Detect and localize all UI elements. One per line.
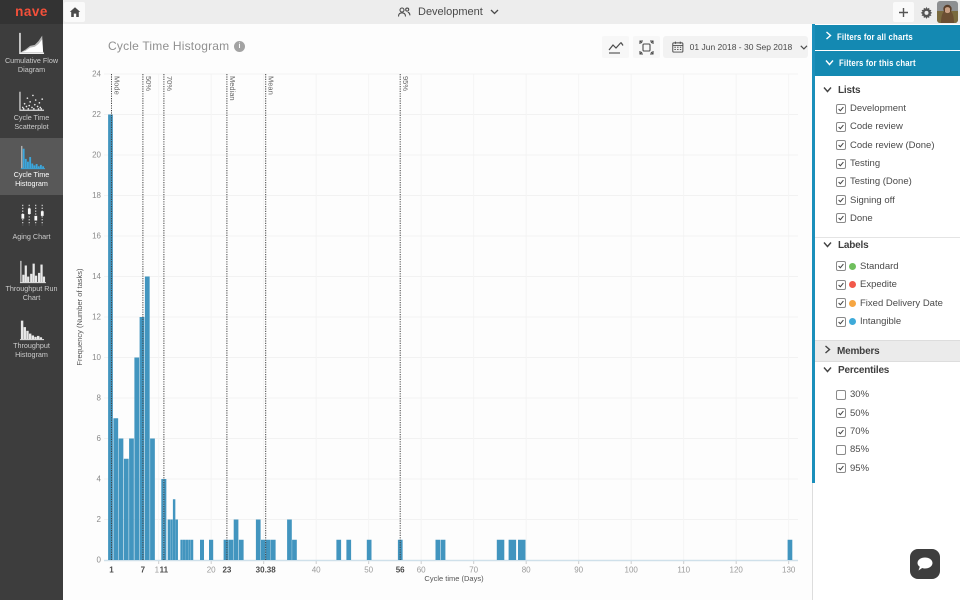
svg-text:120: 120 — [730, 566, 744, 575]
svg-text:24: 24 — [92, 70, 101, 79]
svg-text:130: 130 — [782, 566, 796, 575]
svg-text:70%: 70% — [165, 76, 174, 91]
svg-text:56: 56 — [396, 566, 405, 575]
svg-text:Mode: Mode — [113, 76, 122, 95]
svg-text:11: 11 — [160, 566, 169, 575]
svg-text:2: 2 — [97, 515, 102, 524]
svg-text:7: 7 — [141, 566, 146, 575]
svg-text:50: 50 — [364, 566, 373, 575]
svg-text:22: 22 — [92, 110, 101, 119]
svg-text:16: 16 — [92, 232, 101, 241]
svg-text:60: 60 — [417, 566, 426, 575]
svg-text:90: 90 — [574, 566, 583, 575]
svg-text:40: 40 — [312, 566, 321, 575]
svg-text:23: 23 — [222, 566, 231, 575]
svg-text:4: 4 — [97, 475, 102, 484]
svg-text:20: 20 — [207, 566, 216, 575]
svg-text:110: 110 — [677, 566, 690, 575]
svg-text:30.38: 30.38 — [256, 566, 277, 575]
svg-text:10: 10 — [92, 353, 101, 362]
svg-text:8: 8 — [97, 394, 102, 403]
svg-text:Cycle time (Days): Cycle time (Days) — [424, 574, 484, 583]
svg-text:12: 12 — [92, 313, 101, 322]
svg-text:80: 80 — [522, 566, 531, 575]
svg-text:50%: 50% — [144, 76, 153, 91]
svg-text:1: 1 — [109, 566, 114, 575]
svg-text:1: 1 — [155, 566, 160, 575]
svg-text:18: 18 — [92, 191, 101, 200]
svg-text:6: 6 — [97, 434, 102, 443]
svg-text:Frequency (Number of tasks): Frequency (Number of tasks) — [75, 268, 84, 366]
svg-text:100: 100 — [625, 566, 639, 575]
svg-text:Median: Median — [228, 76, 237, 101]
svg-text:95%: 95% — [401, 76, 410, 91]
svg-text:70: 70 — [469, 566, 478, 575]
svg-text:Mean: Mean — [267, 76, 276, 95]
svg-text:0: 0 — [97, 556, 102, 565]
svg-text:14: 14 — [92, 272, 101, 281]
svg-text:20: 20 — [92, 151, 101, 160]
